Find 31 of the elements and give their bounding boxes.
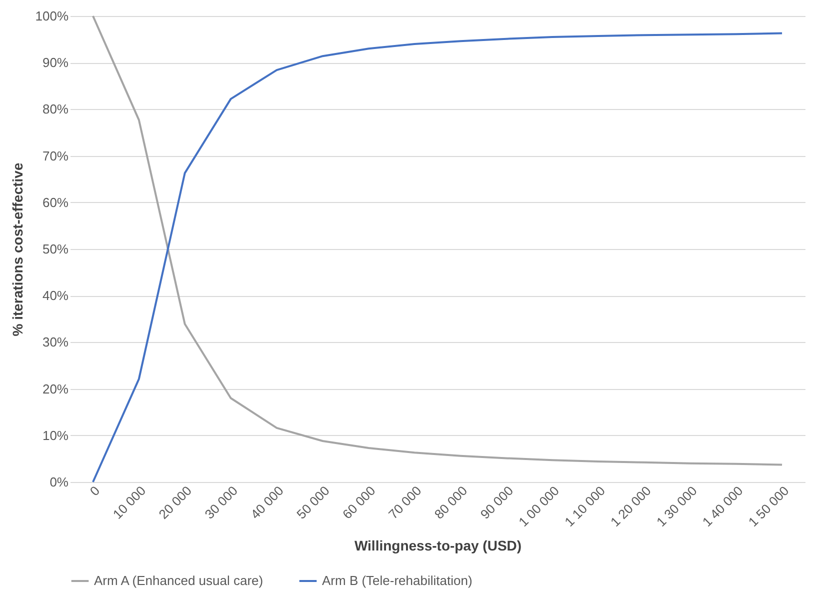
x-tick-label: 1 30 000 xyxy=(653,483,700,530)
y-tick-label: 100% xyxy=(35,8,69,24)
x-tick-label: 0 xyxy=(86,483,103,499)
y-tick-label: 50% xyxy=(42,242,69,256)
x-tick-label: 1 00 000 xyxy=(516,483,562,530)
y-tick-label: 70% xyxy=(42,148,69,164)
legend-label: Arm A (Enhanced usual care) xyxy=(94,573,264,588)
x-tick-label: 10 000 xyxy=(110,483,149,522)
x-tick-label: 40 000 xyxy=(248,483,286,522)
x-tick-label: 1 50 000 xyxy=(745,483,792,530)
x-axis-title: Willingness-to-pay (USD) xyxy=(354,537,522,554)
x-tick-label: 30 000 xyxy=(202,483,240,522)
x-tick-label: 70 000 xyxy=(386,483,424,522)
x-tick-label: 60 000 xyxy=(340,483,378,522)
y-tick-label: 10% xyxy=(42,428,69,443)
y-tick-label: 90% xyxy=(42,55,69,70)
x-tick-label: 1 40 000 xyxy=(699,483,746,530)
x-tick-label: 1 10 000 xyxy=(562,483,608,530)
x-tick-label: 1 20 000 xyxy=(608,483,654,530)
y-tick-label: 60% xyxy=(42,194,69,210)
x-tick-label: 20 000 xyxy=(156,483,195,522)
x-tick-label: 90 000 xyxy=(477,483,516,522)
y-tick-label: 40% xyxy=(42,288,69,304)
y-tick-label: 80% xyxy=(42,102,69,117)
y-tick-label: 30% xyxy=(42,334,69,350)
y-tick-label: 20% xyxy=(42,381,69,396)
y-tick-label: 0% xyxy=(50,474,69,490)
x-tick-label: 80 000 xyxy=(431,483,470,522)
y-axis-title: % iterations cost-effective xyxy=(9,162,26,336)
x-tick-label: 50 000 xyxy=(294,483,332,522)
legend-label: Arm B (Tele-rehabilitation) xyxy=(322,573,472,588)
